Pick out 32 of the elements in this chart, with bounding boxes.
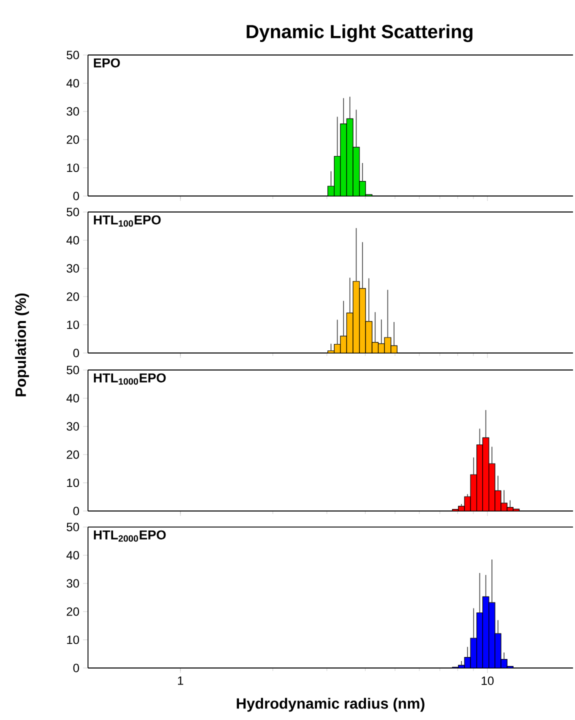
y-tick-label: 50: [66, 50, 80, 60]
y-tick-label: 50: [66, 366, 80, 374]
y-tick-label: 10: [67, 164, 80, 172]
y-tick-label: 30: [66, 264, 80, 273]
annotation: HTL$_{1000}$EPO: [94, 373, 166, 385]
annotation: HTL$_{100}$EPO: [94, 215, 161, 227]
y-tick-label: 20: [66, 292, 80, 301]
y-tick-label: 30: [66, 579, 80, 588]
x-tick-label: 1: [178, 676, 184, 685]
y-tick-label: 10: [67, 636, 80, 644]
x-axis-title: Hydrodynamic radius (nm): [236, 698, 424, 712]
y-tick-label: 0: [73, 664, 80, 672]
y-tick-label: 10: [67, 320, 80, 330]
y-tick-label: 0: [73, 192, 80, 200]
y-tick-label: 20: [66, 450, 80, 459]
chart-title: Dynamic Light Scattering: [246, 24, 472, 42]
annotation: EPO: [94, 58, 120, 68]
y-tick-label: 0: [73, 348, 80, 358]
y-tick-label: 50: [66, 522, 80, 532]
y-tick-label: 40: [66, 550, 80, 560]
y-tick-label: 0: [73, 506, 80, 516]
annotation: HTL$_{2000}$EPO: [94, 530, 166, 542]
y-axis-title: Population (%): [15, 293, 29, 396]
y-tick-label: 40: [66, 236, 80, 244]
y-tick-label: 40: [66, 394, 80, 402]
y-tick-label: 10: [67, 478, 80, 488]
y-tick-label: 50: [66, 208, 80, 216]
y-tick-label: 30: [66, 422, 80, 431]
y-tick-label: 40: [66, 78, 80, 88]
y-tick-label: 20: [66, 135, 80, 144]
y-tick-label: 20: [66, 607, 80, 616]
y-tick-label: 30: [66, 107, 80, 116]
